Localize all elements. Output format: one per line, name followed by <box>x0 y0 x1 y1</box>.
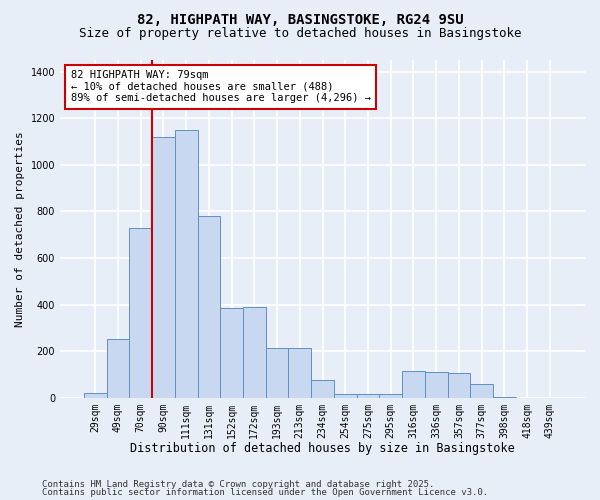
Bar <box>220 308 243 398</box>
Bar <box>175 130 197 398</box>
Bar <box>289 348 311 398</box>
Bar <box>493 396 515 398</box>
Bar <box>425 372 448 398</box>
Text: Size of property relative to detached houses in Basingstoke: Size of property relative to detached ho… <box>79 28 521 40</box>
Bar <box>311 380 334 398</box>
Bar <box>448 374 470 398</box>
Bar <box>334 394 356 398</box>
X-axis label: Distribution of detached houses by size in Basingstoke: Distribution of detached houses by size … <box>130 442 515 455</box>
Bar <box>379 394 402 398</box>
Bar <box>356 394 379 398</box>
Text: 82, HIGHPATH WAY, BASINGSTOKE, RG24 9SU: 82, HIGHPATH WAY, BASINGSTOKE, RG24 9SU <box>137 12 463 26</box>
Text: Contains HM Land Registry data © Crown copyright and database right 2025.: Contains HM Land Registry data © Crown c… <box>42 480 434 489</box>
Y-axis label: Number of detached properties: Number of detached properties <box>15 131 25 326</box>
Bar <box>402 371 425 398</box>
Bar <box>243 307 266 398</box>
Bar <box>107 340 130 398</box>
Text: 82 HIGHPATH WAY: 79sqm
← 10% of detached houses are smaller (488)
89% of semi-de: 82 HIGHPATH WAY: 79sqm ← 10% of detached… <box>71 70 371 103</box>
Bar <box>266 348 289 398</box>
Bar <box>197 216 220 398</box>
Bar <box>130 228 152 398</box>
Bar <box>470 384 493 398</box>
Text: Contains public sector information licensed under the Open Government Licence v3: Contains public sector information licen… <box>42 488 488 497</box>
Bar <box>84 393 107 398</box>
Bar <box>152 137 175 398</box>
